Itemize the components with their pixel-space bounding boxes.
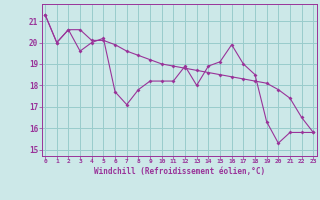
X-axis label: Windchill (Refroidissement éolien,°C): Windchill (Refroidissement éolien,°C)	[94, 167, 265, 176]
